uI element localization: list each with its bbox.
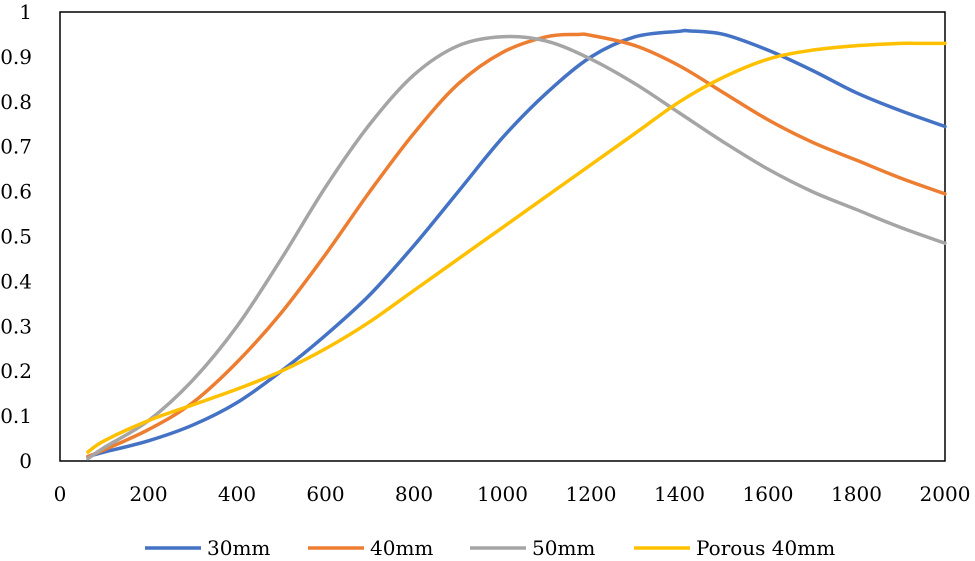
- legend-label-30mm: 30mm: [207, 536, 270, 560]
- series-line-40mm: [86, 32, 947, 459]
- y-tick-label: 0.2: [0, 359, 32, 383]
- y-tick-label: 0: [19, 449, 32, 473]
- y-axis-ticks: 0 0.1 0.2 0.3 0.4 0.5 0.6 0.7 0.8 0.9 1: [0, 0, 32, 473]
- y-tick-label: 0.9: [0, 45, 32, 69]
- x-tick-label: 2000: [920, 482, 971, 506]
- series-line-50mm: [86, 34, 947, 461]
- x-tick-label: 0: [54, 482, 67, 506]
- x-tick-label: 1800: [831, 482, 882, 506]
- series-lines: [86, 28, 947, 461]
- x-tick-label: 1400: [654, 482, 705, 506]
- legend-label-40mm: 40mm: [370, 536, 433, 560]
- y-tick-label: 0.4: [0, 269, 32, 293]
- x-tick-label: 800: [395, 482, 433, 506]
- x-tick-label: 1200: [566, 482, 617, 506]
- y-tick-label: 0.3: [0, 314, 32, 338]
- x-tick-label: 600: [306, 482, 344, 506]
- y-tick-label: 0.1: [0, 404, 32, 428]
- x-tick-label: 1000: [477, 482, 528, 506]
- y-tick-label: 0.7: [0, 135, 32, 159]
- x-tick-label: 400: [218, 482, 256, 506]
- legend: 30mm 40mm 50mm Porous 40mm: [145, 536, 835, 560]
- y-tick-label: 0.8: [0, 90, 32, 114]
- series-line-porous-40mm: [86, 41, 947, 454]
- y-tick-label: 1: [19, 0, 32, 24]
- series-line-30mm: [86, 28, 947, 459]
- x-axis-ticks: 0 200 400 600 800 1000 1200 1400 1600 1800 2000: [54, 482, 971, 506]
- x-tick-label: 1600: [743, 482, 794, 506]
- x-tick-label: 200: [129, 482, 167, 506]
- legend-label-50mm: 50mm: [532, 536, 595, 560]
- legend-label-porous-40mm: Porous 40mm: [696, 536, 835, 560]
- y-tick-label: 0.5: [0, 225, 32, 249]
- plot-area-border: [59, 11, 946, 462]
- y-tick-label: 0.6: [0, 180, 32, 204]
